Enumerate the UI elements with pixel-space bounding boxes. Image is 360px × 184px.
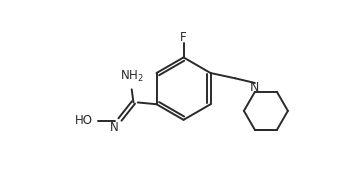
Text: N: N <box>110 121 118 134</box>
Text: N: N <box>250 81 260 94</box>
Text: NH$_2$: NH$_2$ <box>120 69 144 84</box>
Text: HO: HO <box>75 114 93 127</box>
Text: F: F <box>180 31 187 44</box>
